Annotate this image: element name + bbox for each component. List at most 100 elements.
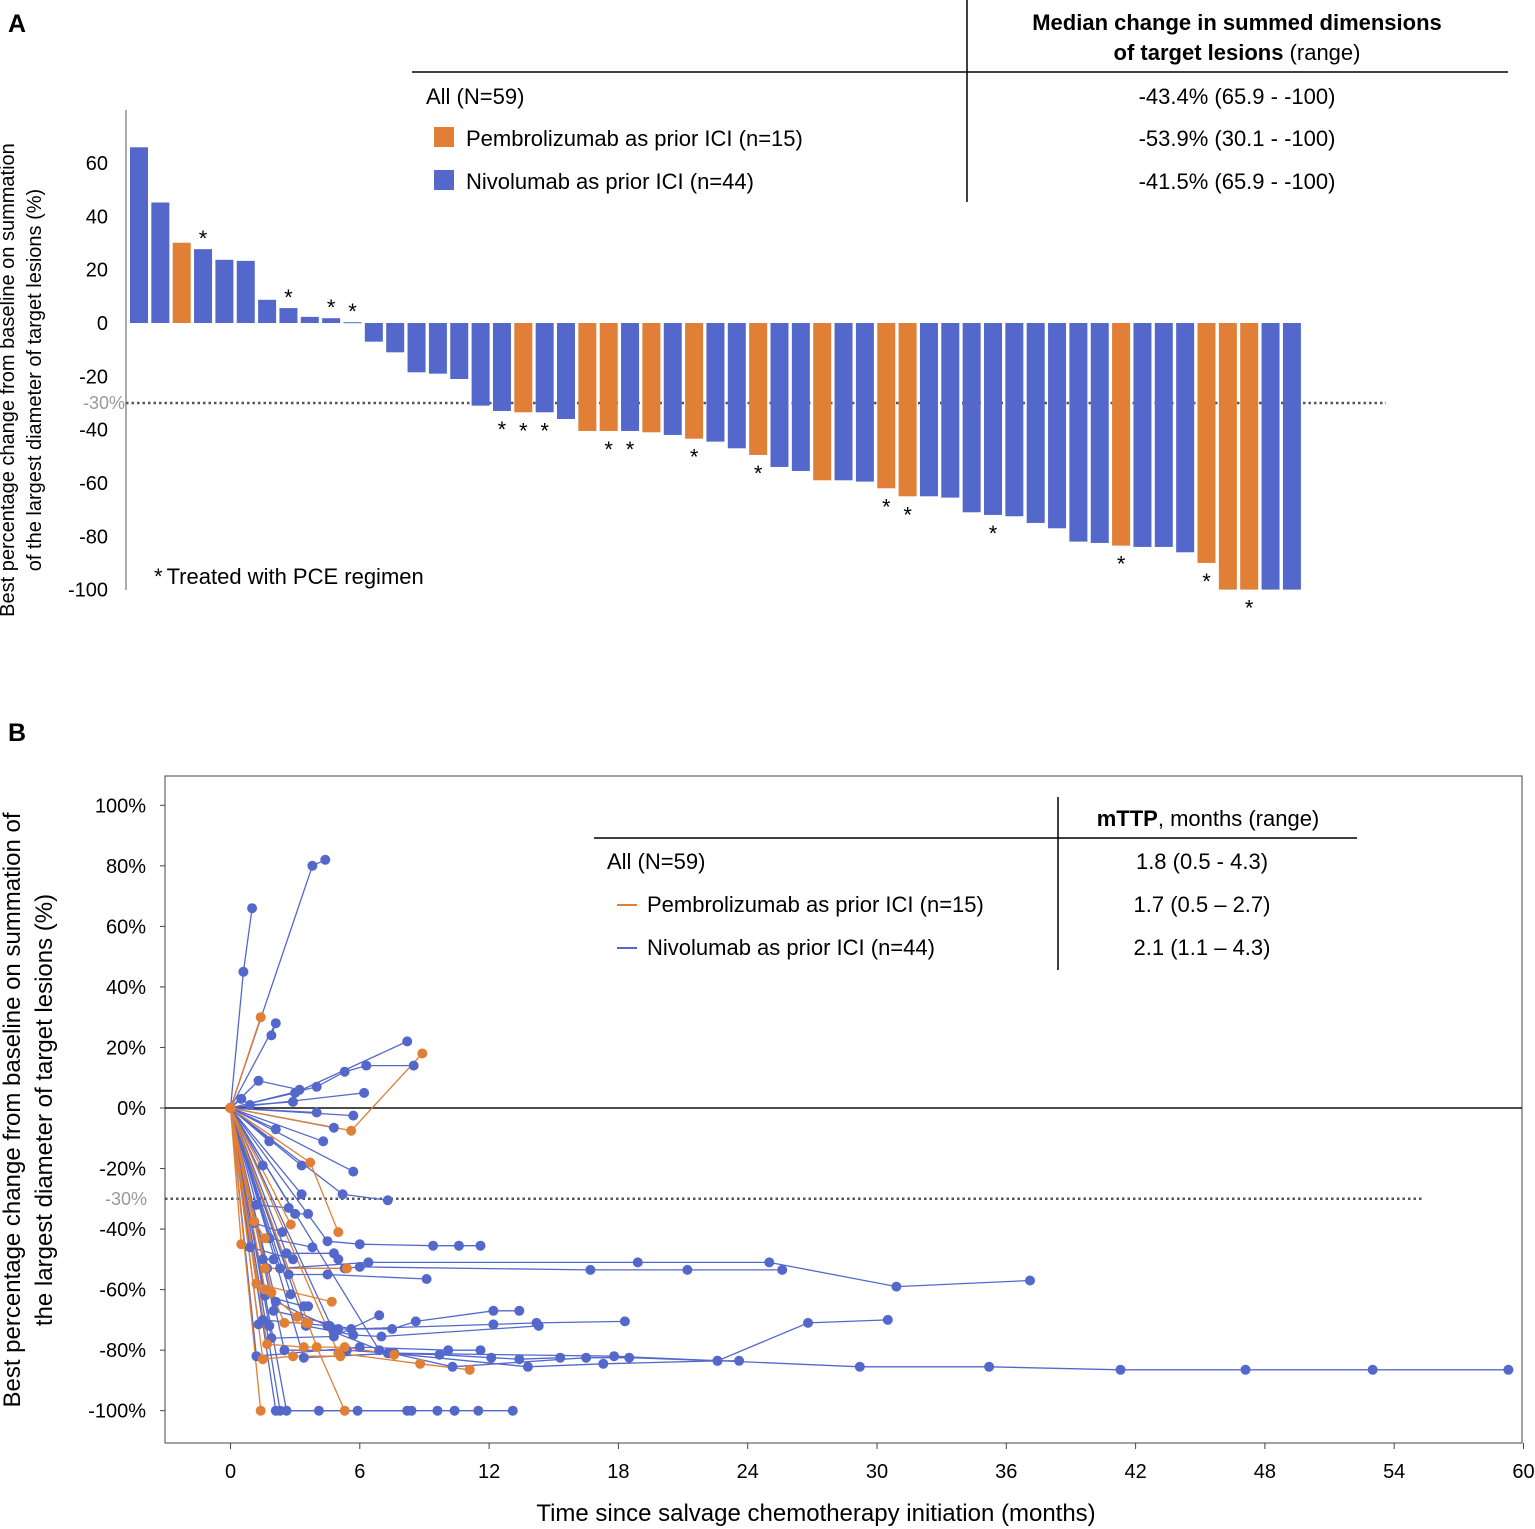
pembrolizumab-data-point (292, 1311, 303, 1322)
waterfall-bar (1197, 323, 1216, 563)
panel-a-y-tick-label: -20 (79, 366, 108, 388)
nivolumab-data-point (270, 1018, 281, 1029)
panel-a-table: Median change in summed dimensions of ta… (412, 0, 1508, 202)
nivolumab-data-point (447, 1361, 458, 1372)
waterfall-bar (1069, 323, 1088, 542)
nivolumab-data-point (328, 1122, 339, 1133)
nivolumab-patient-line (229, 1107, 1509, 1371)
panel-a-label: A (8, 10, 26, 38)
panel-b-y-tick-label: -60% (99, 1280, 146, 1302)
pembrolizumab-data-point (260, 1263, 270, 1274)
nivolumab-data-point (1503, 1364, 1514, 1375)
nivolumab-data-point (348, 1330, 359, 1340)
header-normal: , months (range) (1158, 806, 1319, 831)
pce-star-marker: * (284, 285, 293, 310)
pce-star-marker: * (498, 417, 507, 442)
nivolumab-data-point (374, 1310, 385, 1321)
nivolumab-data-point (361, 1060, 372, 1071)
nivolumab-data-point (354, 1239, 365, 1250)
waterfall-bar (428, 323, 447, 374)
panel-a: A Best percentage change from baseline o… (0, 0, 1508, 621)
pembrolizumab-patient-line (229, 1107, 307, 1324)
panel-b-table: mTTP, months (range) All (N=59) Pembroli… (594, 797, 1357, 970)
nivolumab-data-point (257, 1254, 268, 1265)
header-bold: mTTP (1097, 806, 1158, 831)
nivolumab-data-point (473, 1405, 484, 1416)
waterfall-bar (514, 323, 533, 413)
nivolumab-data-point (585, 1264, 596, 1275)
panel-a-table-header-line1: Median change in summed dimensions (1032, 10, 1442, 35)
nivolumab-data-point (279, 1345, 290, 1356)
pce-star-marker: * (626, 437, 635, 462)
nivolumab-data-point (296, 1160, 307, 1171)
waterfall-bar (450, 323, 469, 379)
panel-b-y-tick-label: -40% (99, 1219, 146, 1241)
header-normal: (range) (1283, 40, 1360, 65)
waterfall-bar (258, 299, 277, 323)
nivolumab-data-point (298, 1352, 309, 1363)
panel-b-row-all-label: All (N=59) (607, 849, 705, 874)
nivolumab-legend-swatch (434, 170, 454, 190)
waterfall-bar (941, 323, 960, 498)
pembrolizumab-patient-line (229, 1107, 395, 1356)
panel-b-row-pembro-value: 1.7 (0.5 – 2.7) (1134, 892, 1271, 917)
pembrolizumab-data-point (311, 1342, 322, 1353)
nivolumab-data-point (307, 860, 318, 871)
panel-b-y-tick-label: -20% (99, 1159, 146, 1181)
nivolumab-data-point (449, 1405, 460, 1416)
nivolumab-data-point (244, 1100, 255, 1110)
panel-b-x-ticks: 0 6 12 18 24 30 36 42 48 54 60 (225, 1443, 1535, 1483)
panel-b-x-tick-label: 18 (607, 1461, 629, 1483)
nivolumab-data-point (632, 1257, 643, 1268)
nivolumab-data-point (854, 1361, 865, 1372)
nivolumab-data-point (354, 1342, 365, 1353)
nivolumab-data-point (359, 1087, 370, 1098)
panel-b-row-pembro-label: Pembrolizumab as prior ICI (n=15) (647, 892, 984, 917)
pembrolizumab-data-point (260, 1233, 270, 1244)
panel-b-label: B (8, 719, 26, 747)
nivolumab-data-point (328, 1327, 339, 1337)
panel-b-row-nivo-value: 2.1 (1.1 – 4.3) (1134, 935, 1271, 960)
pembrolizumab-patient-line (229, 1107, 309, 1324)
nivolumab-data-point (285, 1289, 296, 1300)
nivolumab-data-point (318, 1136, 329, 1147)
panel-a-y-ticks: 60 40 20 0 -20 -40 -60 -80 -100 (68, 153, 108, 602)
panel-a-footnote: * Treated with PCE regimen (154, 564, 424, 589)
panel-a-row-nivo-label: Nivolumab as prior ICI (n=44) (466, 169, 754, 194)
pce-star-marker: * (1117, 552, 1126, 577)
waterfall-bar (898, 323, 917, 497)
nivolumab-data-point (337, 1189, 348, 1200)
nivolumab-data-point (283, 1269, 294, 1280)
waterfall-bar (621, 323, 640, 431)
waterfall-bar (343, 322, 362, 324)
waterfall-bar (834, 323, 853, 481)
footnote-star: * (154, 564, 163, 589)
waterfall-bar (1112, 323, 1131, 546)
waterfall-bar (1261, 323, 1280, 590)
panel-b-x-tick-label: 54 (1383, 1461, 1405, 1483)
pce-star-marker: * (604, 437, 613, 462)
pce-star-marker: * (348, 299, 357, 324)
pembrolizumab-data-point (249, 1216, 260, 1227)
waterfall-bar (599, 323, 618, 431)
nivolumab-data-point (410, 1316, 421, 1327)
nivolumab-data-point (432, 1405, 443, 1416)
nivolumab-data-point (408, 1060, 419, 1071)
waterfall-bar (236, 260, 255, 323)
waterfall-bar (535, 323, 554, 413)
panel-a-row-pembro-value: -53.9% (30.1 - -100) (1139, 126, 1336, 151)
waterfall-bar (813, 323, 832, 481)
nivolumab-patient-line (229, 1107, 625, 1330)
nivolumab-data-point (712, 1355, 723, 1366)
pce-star-marker: * (1202, 569, 1211, 594)
pembrolizumab-data-point (339, 1342, 350, 1353)
waterfall-bar (1048, 323, 1067, 529)
panel-a-y-tick-label: -60 (79, 473, 108, 495)
nivolumab-data-point (277, 1227, 288, 1238)
pembrolizumab-data-point (333, 1227, 344, 1238)
waterfall-bar (770, 323, 789, 467)
panel-a-y-tick-label: 0 (97, 313, 108, 335)
panel-b-x-tick-label: 0 (225, 1461, 236, 1483)
pembrolizumab-data-point (333, 1348, 344, 1359)
waterfall-bar (300, 316, 319, 323)
